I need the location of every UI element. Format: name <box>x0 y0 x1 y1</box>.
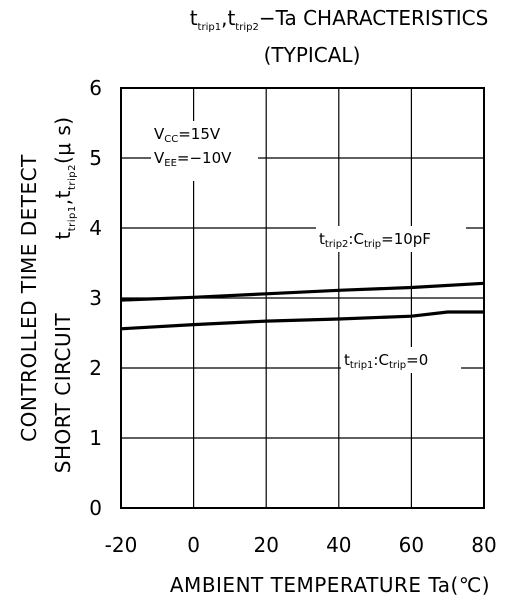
x-axis-label: AMBIENT TEMPERATURE Ta(℃) <box>170 573 490 597</box>
series-lines <box>120 281 485 331</box>
vcc-condition: VCC=15V <box>154 125 221 145</box>
x-tick-label: 60 <box>399 533 424 557</box>
x-tick-label: 80 <box>471 533 496 557</box>
conditions-box-bg <box>151 121 258 181</box>
x-tick-label: 20 <box>253 533 278 557</box>
y-tick-label: 3 <box>89 286 102 310</box>
x-tick-label: -20 <box>105 533 138 557</box>
series-line-trip2 <box>120 281 485 302</box>
y-tick-label: 5 <box>89 146 102 170</box>
y-axis-label-symbol: ttrip1,ttrip2(μ s) <box>51 116 78 239</box>
x-tick-label: 40 <box>326 533 351 557</box>
series-line-trip1 <box>120 310 484 331</box>
y-axis-label-line1: CONTROLLED TIME DETECT <box>17 154 41 442</box>
y-tick-label: 0 <box>89 496 102 520</box>
chart-title: ttrip1,ttrip2−Ta CHARACTERISTICS <box>190 6 489 33</box>
series-label-trip2-bg <box>316 226 466 252</box>
y-axis-label-line2: SHORT CIRCUIT <box>51 312 75 473</box>
y-tick-labels: 0 1 2 3 4 5 6 <box>89 76 102 520</box>
series-label-trip1-bg <box>341 347 461 373</box>
y-tick-label: 1 <box>89 426 102 450</box>
vee-condition: VEE=−10V <box>154 149 232 169</box>
x-tick-labels: -20 0 20 40 60 80 <box>105 533 497 557</box>
y-tick-label: 4 <box>89 216 102 240</box>
chart-subtitle: (TYPICAL) <box>264 43 361 67</box>
x-tick-label: 0 <box>187 533 200 557</box>
series-label-trip2: ttrip2:Ctrip=10pF <box>319 230 431 250</box>
y-tick-label: 2 <box>89 356 102 380</box>
series-label-trip1: ttrip1:Ctrip=0 <box>344 351 428 371</box>
y-tick-label: 6 <box>89 76 102 100</box>
